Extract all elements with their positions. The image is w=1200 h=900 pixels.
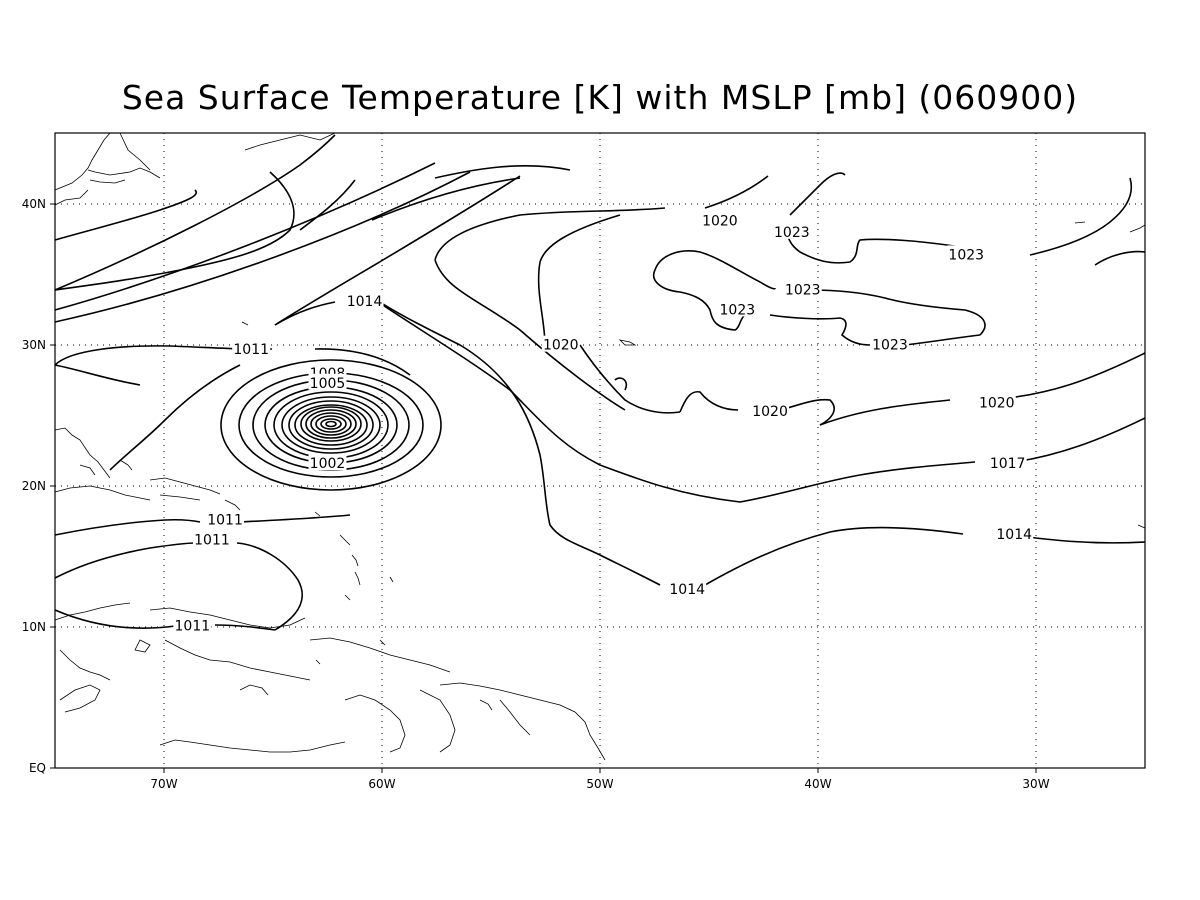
contour-label-bg <box>232 339 271 356</box>
contour-label: 1023 <box>785 283 821 299</box>
contour-label: 1011 <box>233 342 269 358</box>
lon-label: 50W <box>586 777 613 791</box>
contour-label: 1005 <box>310 376 346 392</box>
lat-label: EQ <box>29 761 46 775</box>
contour-label-bg <box>995 524 1034 541</box>
lat-label: 10N <box>22 620 46 634</box>
contour-label: 1023 <box>720 302 756 318</box>
lon-label: 30W <box>1022 777 1049 791</box>
contour-label: 1011 <box>207 513 243 529</box>
grid <box>55 133 1145 768</box>
contour-label: 1020 <box>752 404 788 420</box>
map-frame <box>54 132 1146 769</box>
tick-marks <box>50 203 1037 773</box>
contour-label: 1011 <box>175 618 211 634</box>
contour-label-bg <box>947 245 986 262</box>
contour-label-bg <box>308 454 347 471</box>
contour-labels: 1020102310231023102310231014102010111008… <box>173 211 1034 634</box>
lon-label: 40W <box>804 777 831 791</box>
contour-label-bg <box>783 280 822 297</box>
contour-label-bg <box>870 335 909 352</box>
contour-label-bg <box>206 510 245 527</box>
contour-label-bg <box>988 454 1027 471</box>
contour-label: 1023 <box>872 338 908 354</box>
contour-label: 1023 <box>948 247 984 263</box>
contour-label: 1014 <box>669 582 705 598</box>
contour-label: 1023 <box>774 225 810 241</box>
contour-label: 1011 <box>194 532 230 548</box>
contour-label-bg <box>192 530 231 547</box>
contour-label-bg <box>772 222 811 239</box>
coastlines <box>54 132 1146 761</box>
contour-label-bg <box>345 291 384 308</box>
lon-labels: 70W 60W 50W 40W 30W <box>150 777 1049 791</box>
lat-label: 30N <box>22 338 46 352</box>
contour-label-bg <box>700 211 739 228</box>
contour-label-bg <box>751 401 790 418</box>
mslp-contours <box>54 134 1146 631</box>
contour-label-bg <box>308 373 347 390</box>
contour-label: 1020 <box>702 213 738 229</box>
contour-label-bg <box>173 616 212 633</box>
map-title: Sea Surface Temperature [K] with MSLP [m… <box>121 78 1079 117</box>
contour-label-bg <box>977 393 1016 410</box>
lon-label: 60W <box>368 777 395 791</box>
lat-label: 20N <box>22 479 46 493</box>
contour-label-bg <box>668 579 707 596</box>
contour-label-bg <box>718 300 757 317</box>
contour-label: 1017 <box>990 456 1026 472</box>
contour-label: 1020 <box>979 396 1015 412</box>
contour-label: 1020 <box>543 338 579 354</box>
contour-label-bg <box>541 335 580 352</box>
contour-label: 1002 <box>310 456 346 472</box>
contour-label: 1014 <box>996 527 1032 543</box>
lat-label: 40N <box>22 197 46 211</box>
lon-label: 70W <box>150 777 177 791</box>
contour-label: 1014 <box>347 294 383 310</box>
lat-labels: 40N 30N 20N 10N EQ <box>22 197 46 775</box>
